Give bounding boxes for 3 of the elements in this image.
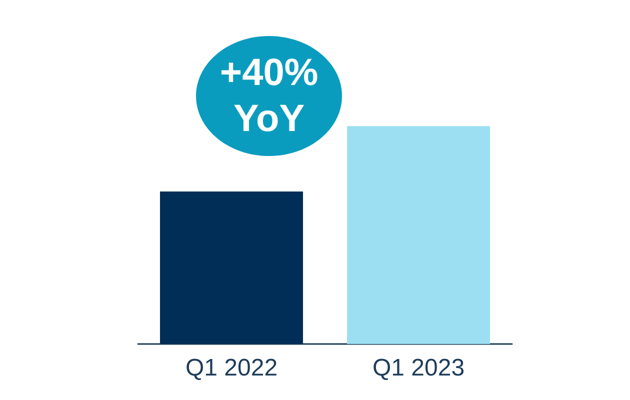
x-tick-label: Q1 2022 — [185, 354, 278, 382]
x-tick-label: Q1 2023 — [372, 354, 465, 382]
annotation: +40% YoY — [220, 52, 318, 140]
